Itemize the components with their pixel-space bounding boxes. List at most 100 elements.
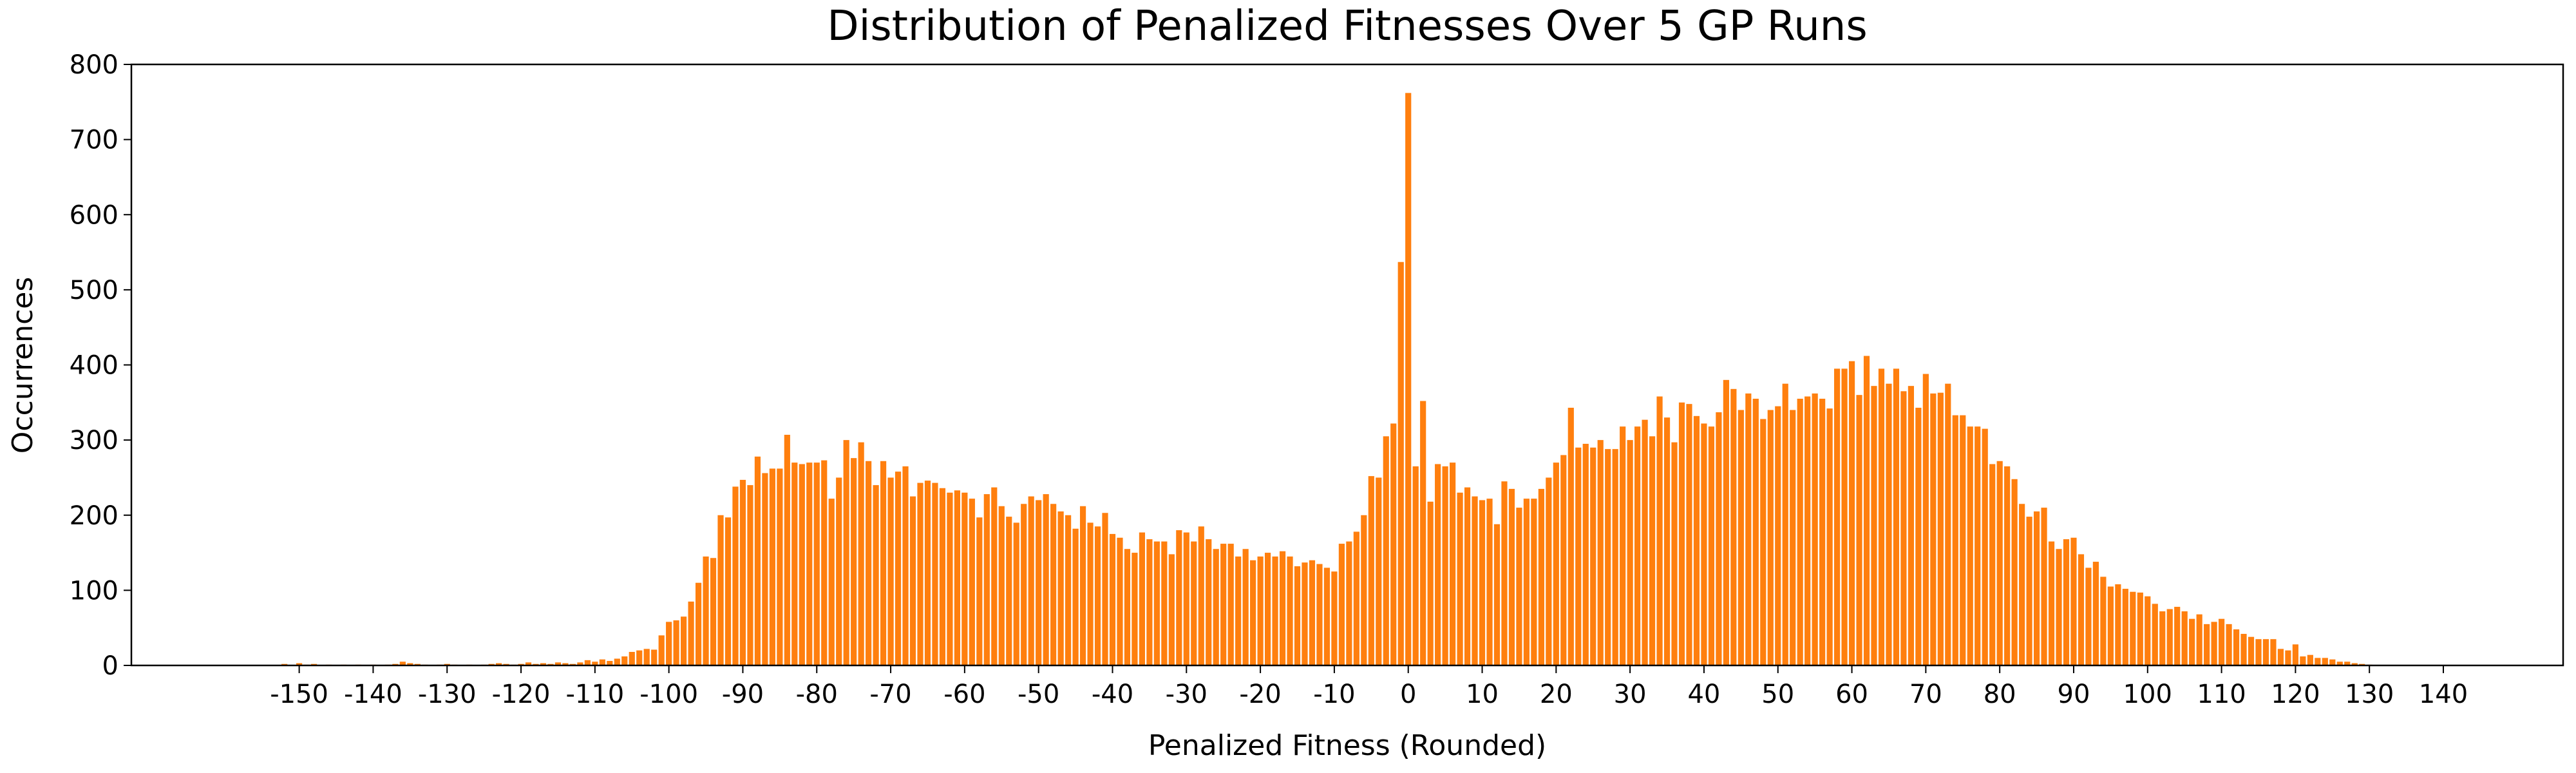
bar <box>1937 392 1944 665</box>
bar <box>1893 368 1900 665</box>
bar <box>717 515 724 665</box>
bar <box>873 485 879 665</box>
bar <box>1582 443 1589 665</box>
bar <box>2218 618 2225 665</box>
bar <box>1642 419 1648 665</box>
bar <box>1139 532 1146 665</box>
y-tick-label: 100 <box>70 576 118 606</box>
bar <box>1146 539 1153 665</box>
bar <box>2107 586 2114 665</box>
bar <box>1316 564 1323 665</box>
x-tick-label: -30 <box>1166 680 1208 709</box>
bar <box>1678 402 1685 665</box>
bar <box>1605 449 1611 665</box>
bar <box>1686 404 1692 665</box>
bar <box>762 473 768 665</box>
bar <box>1094 526 1101 665</box>
bar <box>1819 398 1826 665</box>
bar <box>1287 556 1293 665</box>
bar <box>621 656 628 665</box>
bar <box>673 620 679 665</box>
x-tick-label: 30 <box>1614 680 1647 709</box>
x-tick-label: -60 <box>943 680 985 709</box>
bar <box>2315 658 2321 665</box>
bar <box>1168 554 1175 665</box>
bar <box>1693 415 1700 665</box>
bar <box>1656 396 1663 665</box>
plot-frame <box>130 63 2564 667</box>
bar <box>1730 388 1737 665</box>
bar <box>1072 528 1079 665</box>
y-axis-label: Occurrences <box>6 277 39 453</box>
bar <box>1575 447 1582 665</box>
bar <box>2085 568 2092 665</box>
bar <box>1309 560 1316 665</box>
bar <box>1302 562 1308 665</box>
bar <box>1257 556 1264 665</box>
bar <box>1043 494 1049 665</box>
bar <box>1767 410 1774 665</box>
x-tick-label: 20 <box>1540 680 1573 709</box>
bar <box>1523 499 1530 665</box>
bar <box>629 652 635 665</box>
x-tick-label: 80 <box>1984 680 2016 709</box>
bar <box>1790 410 1796 665</box>
bar <box>1427 501 1434 665</box>
bar <box>399 662 406 665</box>
bar <box>607 661 613 665</box>
bar <box>643 649 650 665</box>
bar <box>1804 396 1811 665</box>
bar <box>1878 368 1885 665</box>
bar <box>658 635 665 665</box>
x-tick-label: 140 <box>2419 680 2468 709</box>
bar <box>2063 539 2070 665</box>
bar <box>584 660 591 665</box>
bar <box>1405 93 1412 665</box>
bar <box>1338 544 1345 665</box>
bar <box>1975 426 1981 665</box>
x-tick-label: -40 <box>1092 680 1133 709</box>
bar <box>851 458 857 665</box>
bar <box>1331 571 1338 665</box>
bar <box>599 659 605 665</box>
bar <box>858 442 864 665</box>
bar <box>1567 407 1574 665</box>
bar <box>1242 549 1249 665</box>
bar <box>2233 629 2240 665</box>
bar <box>2033 511 2040 665</box>
y-tick-label: 600 <box>70 200 118 230</box>
bar <box>813 463 820 665</box>
bar <box>1516 508 1522 665</box>
bar <box>1065 515 1072 665</box>
bar <box>828 499 835 665</box>
bar <box>1945 383 1951 665</box>
bar <box>1087 522 1094 665</box>
bar <box>1982 428 1988 665</box>
bar <box>821 460 828 665</box>
bar <box>636 650 643 665</box>
x-tick-label: -50 <box>1018 680 1059 709</box>
bar <box>2329 659 2336 665</box>
bar <box>2270 639 2277 665</box>
bar <box>1213 549 1219 665</box>
bar <box>1079 506 1086 665</box>
bar <box>1701 423 1707 665</box>
bar <box>296 663 303 665</box>
bar <box>1996 461 2003 665</box>
bar <box>1871 386 1877 665</box>
bar <box>732 486 739 665</box>
bar <box>932 482 938 665</box>
bar <box>1967 426 1973 665</box>
x-tick-label: -100 <box>639 680 698 709</box>
bar <box>2137 592 2143 665</box>
bar <box>2115 584 2121 665</box>
bar <box>1109 533 1116 665</box>
bar <box>2122 589 2128 665</box>
bar <box>961 492 968 665</box>
bar <box>2041 508 2047 665</box>
bar <box>1323 568 1331 665</box>
bar <box>784 434 790 665</box>
bar <box>592 662 598 665</box>
